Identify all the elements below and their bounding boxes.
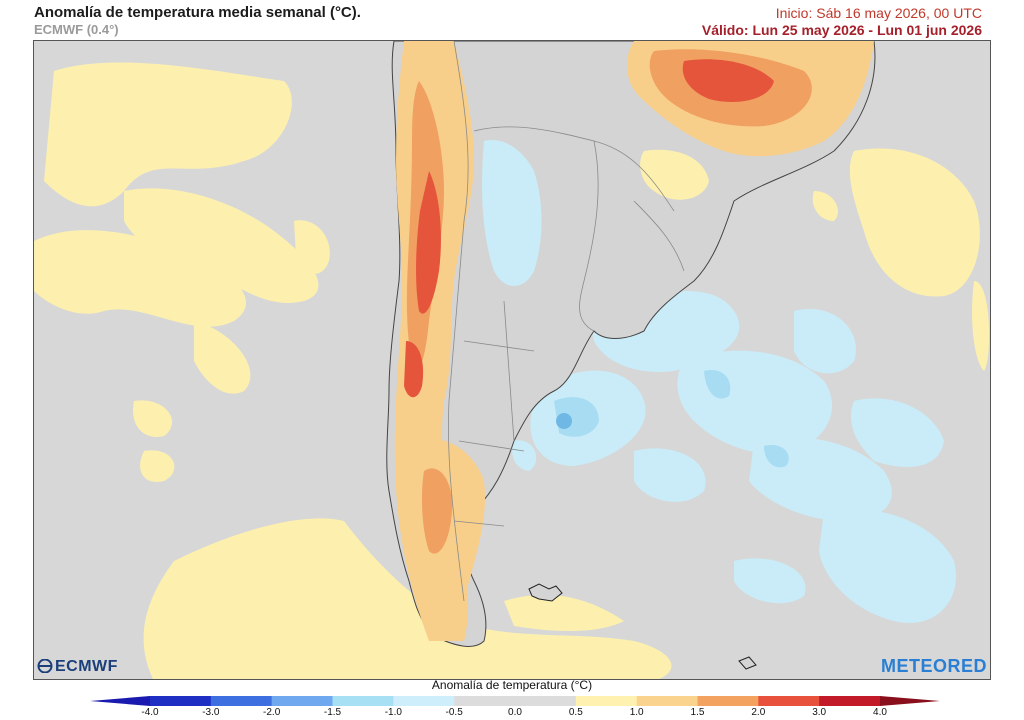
anomaly-map[interactable]: ECMWF METEORED: [33, 40, 991, 680]
warm-brazil-hot: [682, 59, 774, 102]
colorbar-tick-label: -1.0: [384, 707, 402, 718]
colorbar-tick-label: 0.5: [568, 707, 583, 718]
colorbar-tick-label: -0.5: [445, 707, 463, 718]
colorbar-title: Anomalía de temperatura (°C): [431, 678, 593, 692]
colorbar-swatch: [210, 696, 273, 706]
colorbar-ticks: -4.0 -3.0 -2.0 -1.5 -1.0 -0.5 0.0 0.5 1.0 1.5 2.0 3…: [0, 707, 1024, 719]
cool-argentina: [482, 140, 542, 286]
colorbar-tick-label: 3.0: [812, 707, 827, 718]
colorbar: [90, 696, 940, 706]
colorbar-swatch: [332, 696, 394, 706]
ecmwf-mark-icon: [37, 659, 53, 673]
colorbar-arrow-low: [90, 696, 150, 706]
init-time: Inicio: Sáb 16 may 2026, 00 UTC: [775, 5, 982, 21]
falkland-islands: [528, 583, 563, 602]
colorbar-swatch: [271, 696, 333, 706]
colorbar-tick-label: -3.0: [202, 707, 220, 718]
ecmwf-logo: ECMWF: [37, 658, 118, 676]
colorbar-swatch: [515, 696, 577, 706]
warm-patches-atlantic: [812, 148, 990, 371]
colorbar-arrow-high: [880, 696, 940, 706]
valid-period: Válido: Lun 25 may 2026 - Lun 01 jun 202…: [701, 22, 982, 38]
colorbar-tick-label: -1.5: [323, 707, 342, 718]
colorbar-tick-label: -2.0: [263, 707, 281, 718]
map-canvas: [34, 41, 990, 679]
map-title: Anomalía de temperatura media semanal (°…: [34, 4, 361, 21]
colorbar-swatch: [636, 696, 698, 706]
warm-andes-hot: [416, 171, 441, 314]
colorbar-swatch: [575, 696, 638, 706]
header-right: Inicio: Sáb 16 may 2026, 00 UTC Válido: …: [702, 4, 982, 39]
colorbar-tick-label: -4.0: [141, 707, 159, 718]
header-left: Anomalía de temperatura media semanal (°…: [34, 4, 361, 38]
colorbar-tick-label: 4.0: [873, 707, 887, 718]
colorbar-tick-label: 2.0: [751, 707, 766, 718]
colorbar-swatch: [758, 696, 820, 706]
south-georgia: [738, 656, 757, 670]
colorbar-tick-label: 0.0: [508, 707, 522, 718]
ecmwf-logo-text: ECMWF: [55, 658, 118, 675]
colorbar-swatch: [454, 696, 516, 706]
colorbar-swatch: [393, 696, 455, 706]
meteored-logo: METEORED: [880, 656, 987, 676]
country-borders: [447, 41, 685, 602]
warm-patches-pacific: [34, 62, 330, 482]
colorbar-swatch: [150, 696, 212, 706]
model-label: ECMWF (0.4°): [34, 22, 119, 37]
colorbar-tick-label: 1.5: [690, 707, 705, 718]
cool-max-atlantic: [556, 413, 572, 429]
warm-mid-chile: [404, 341, 424, 398]
colorbar-swatch: [819, 696, 881, 706]
colorbar-swatch: [697, 696, 759, 706]
colorbar-tick-label: 1.0: [629, 707, 644, 718]
warm-patches-south: [143, 518, 672, 679]
warm-patagonia-core: [421, 468, 453, 554]
